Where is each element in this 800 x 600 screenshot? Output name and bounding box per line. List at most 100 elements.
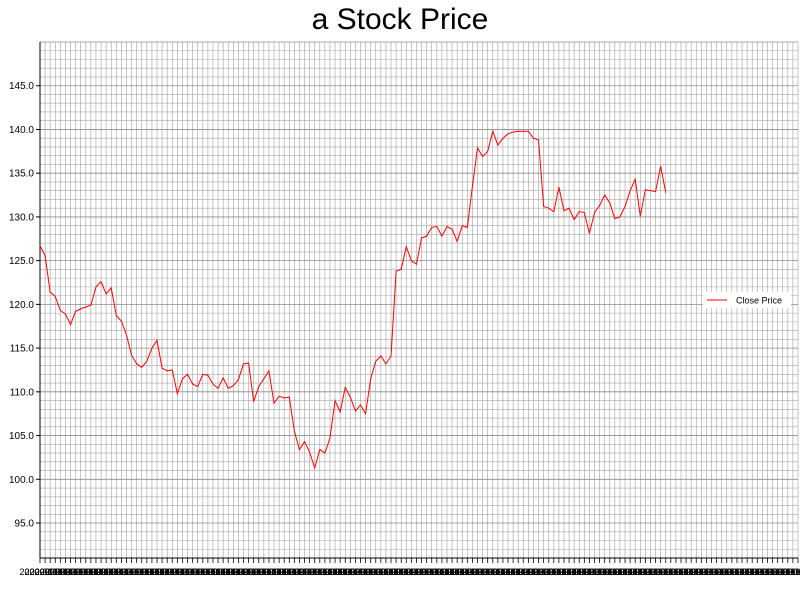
data-point (583, 212, 585, 214)
x-tick-label: 2020-01-0 (564, 567, 605, 577)
x-tick-label: 2020-01-0 (131, 567, 172, 577)
x-tick-label: 2020-01-0 (50, 567, 91, 577)
data-point (512, 131, 514, 133)
x-tick-label: 2020-01-0 (635, 567, 676, 577)
x-tick-label: 2020-01-0 (320, 567, 361, 577)
x-tick-label: 2020-01-0 (218, 567, 259, 577)
x-tick-label: 2020-01-0 (691, 567, 732, 577)
data-point (456, 240, 458, 242)
data-point (522, 130, 524, 132)
data-point (415, 263, 417, 265)
x-tick-label: 2020-01-0 (55, 567, 96, 577)
data-point (90, 304, 92, 306)
y-tick-label: 110.0 (10, 387, 35, 398)
x-tick-label: 2020-01-0 (437, 567, 478, 577)
data-point (538, 139, 540, 141)
x-tick-label: 2020-01-0 (233, 567, 274, 577)
data-point (85, 306, 87, 308)
x-tick-label: 2020-01-0 (86, 567, 127, 577)
x-tick-label: 2020-01-0 (543, 567, 584, 577)
x-tick-label: 2020-01-0 (508, 567, 549, 577)
data-point (141, 366, 143, 368)
data-point (263, 378, 265, 380)
data-point (624, 205, 626, 207)
data-point (599, 205, 601, 207)
x-tick-label: 2020-01-0 (655, 567, 696, 577)
data-point (304, 441, 306, 443)
data-point (359, 404, 361, 406)
x-tick-label: 2020-01-0 (605, 567, 646, 577)
x-tick-label: 2020-01-0 (660, 567, 701, 577)
x-tick-label: 2020-01-0 (498, 567, 539, 577)
x-tick-label: 2020-01-0 (716, 567, 757, 577)
data-point (349, 396, 351, 398)
data-point (365, 413, 367, 415)
x-tick-label: 2020-01-0 (274, 567, 315, 577)
x-tick-label: 2020-01-0 (599, 567, 640, 577)
x-tick-label: 2020-01-0 (172, 567, 213, 577)
y-tick-label: 140.0 (9, 125, 34, 136)
data-point (217, 387, 219, 389)
y-tick-label: 95.0 (15, 519, 35, 530)
x-tick-label: 2020-01-0 (742, 567, 783, 577)
data-point (232, 385, 234, 387)
x-tick-label: 2020-01-0 (630, 567, 671, 577)
series-line-close-price (39, 129, 667, 470)
x-tick-label: 2020-01-0 (19, 567, 60, 577)
x-tick-label: 2020-01-0 (569, 567, 610, 577)
x-tick-label: 2020-01-0 (65, 567, 106, 577)
data-point (258, 386, 260, 388)
data-point (594, 212, 596, 214)
x-tick-label: 2020-01-0 (706, 567, 747, 577)
x-tick-label: 2020-01-0 (203, 567, 244, 577)
x-tick-label: 2020-01-0 (60, 567, 101, 577)
chart-title: a Stock Price (311, 3, 489, 36)
data-point (207, 374, 209, 376)
x-tick-label: 2020-01-0 (391, 567, 432, 577)
data-point (665, 191, 667, 193)
data-point (660, 165, 662, 167)
data-point (466, 226, 468, 228)
x-tick-label: 2020-01-0 (472, 567, 513, 577)
data-point (655, 191, 657, 193)
y-tick-label: 120.0 (9, 300, 34, 311)
legend-box (703, 292, 791, 308)
x-tick-label: 2020-01-0 (467, 567, 508, 577)
x-tick-label: 2020-01-0 (360, 567, 401, 577)
x-tick-label: 2020-01-0 (167, 567, 208, 577)
data-point (202, 373, 204, 375)
data-point (492, 130, 494, 132)
x-tick-label: 2020-01-0 (574, 567, 615, 577)
data-point (100, 281, 102, 283)
data-point (390, 355, 392, 357)
x-tick-label: 2020-01-0 (192, 567, 233, 577)
x-tick-label: 2020-01-0 (610, 567, 651, 577)
x-tick-label: 2020-01-0 (152, 567, 193, 577)
x-tick-label: 2020-01-0 (345, 567, 386, 577)
data-point (441, 235, 443, 237)
x-tick-label: 2020-01-0 (737, 567, 778, 577)
data-point (314, 467, 316, 469)
data-point (131, 354, 133, 356)
data-point (237, 379, 239, 381)
x-tick-label: 2020-01-0 (493, 567, 534, 577)
x-tick-label: 2020-01-0 (722, 567, 763, 577)
data-point (222, 377, 224, 379)
y-tick-label: 145.0 (9, 81, 34, 92)
x-tick-label: 2020-01-0 (686, 567, 727, 577)
x-tick-label: 2020-01-0 (452, 567, 493, 577)
data-point (298, 449, 300, 451)
data-point (563, 210, 565, 212)
x-tick-label: 2020-01-0 (350, 567, 391, 577)
x-tick-label: 2020-01-0 (681, 567, 722, 577)
x-tick-label: 2020-01-0 (488, 567, 529, 577)
x-tick-label: 2020-01-0 (376, 567, 417, 577)
data-point (395, 270, 397, 272)
data-point (253, 400, 255, 402)
data-point (161, 367, 163, 369)
data-point (136, 363, 138, 365)
x-tick-label: 2020-01-0 (559, 567, 600, 577)
data-point (70, 323, 72, 325)
